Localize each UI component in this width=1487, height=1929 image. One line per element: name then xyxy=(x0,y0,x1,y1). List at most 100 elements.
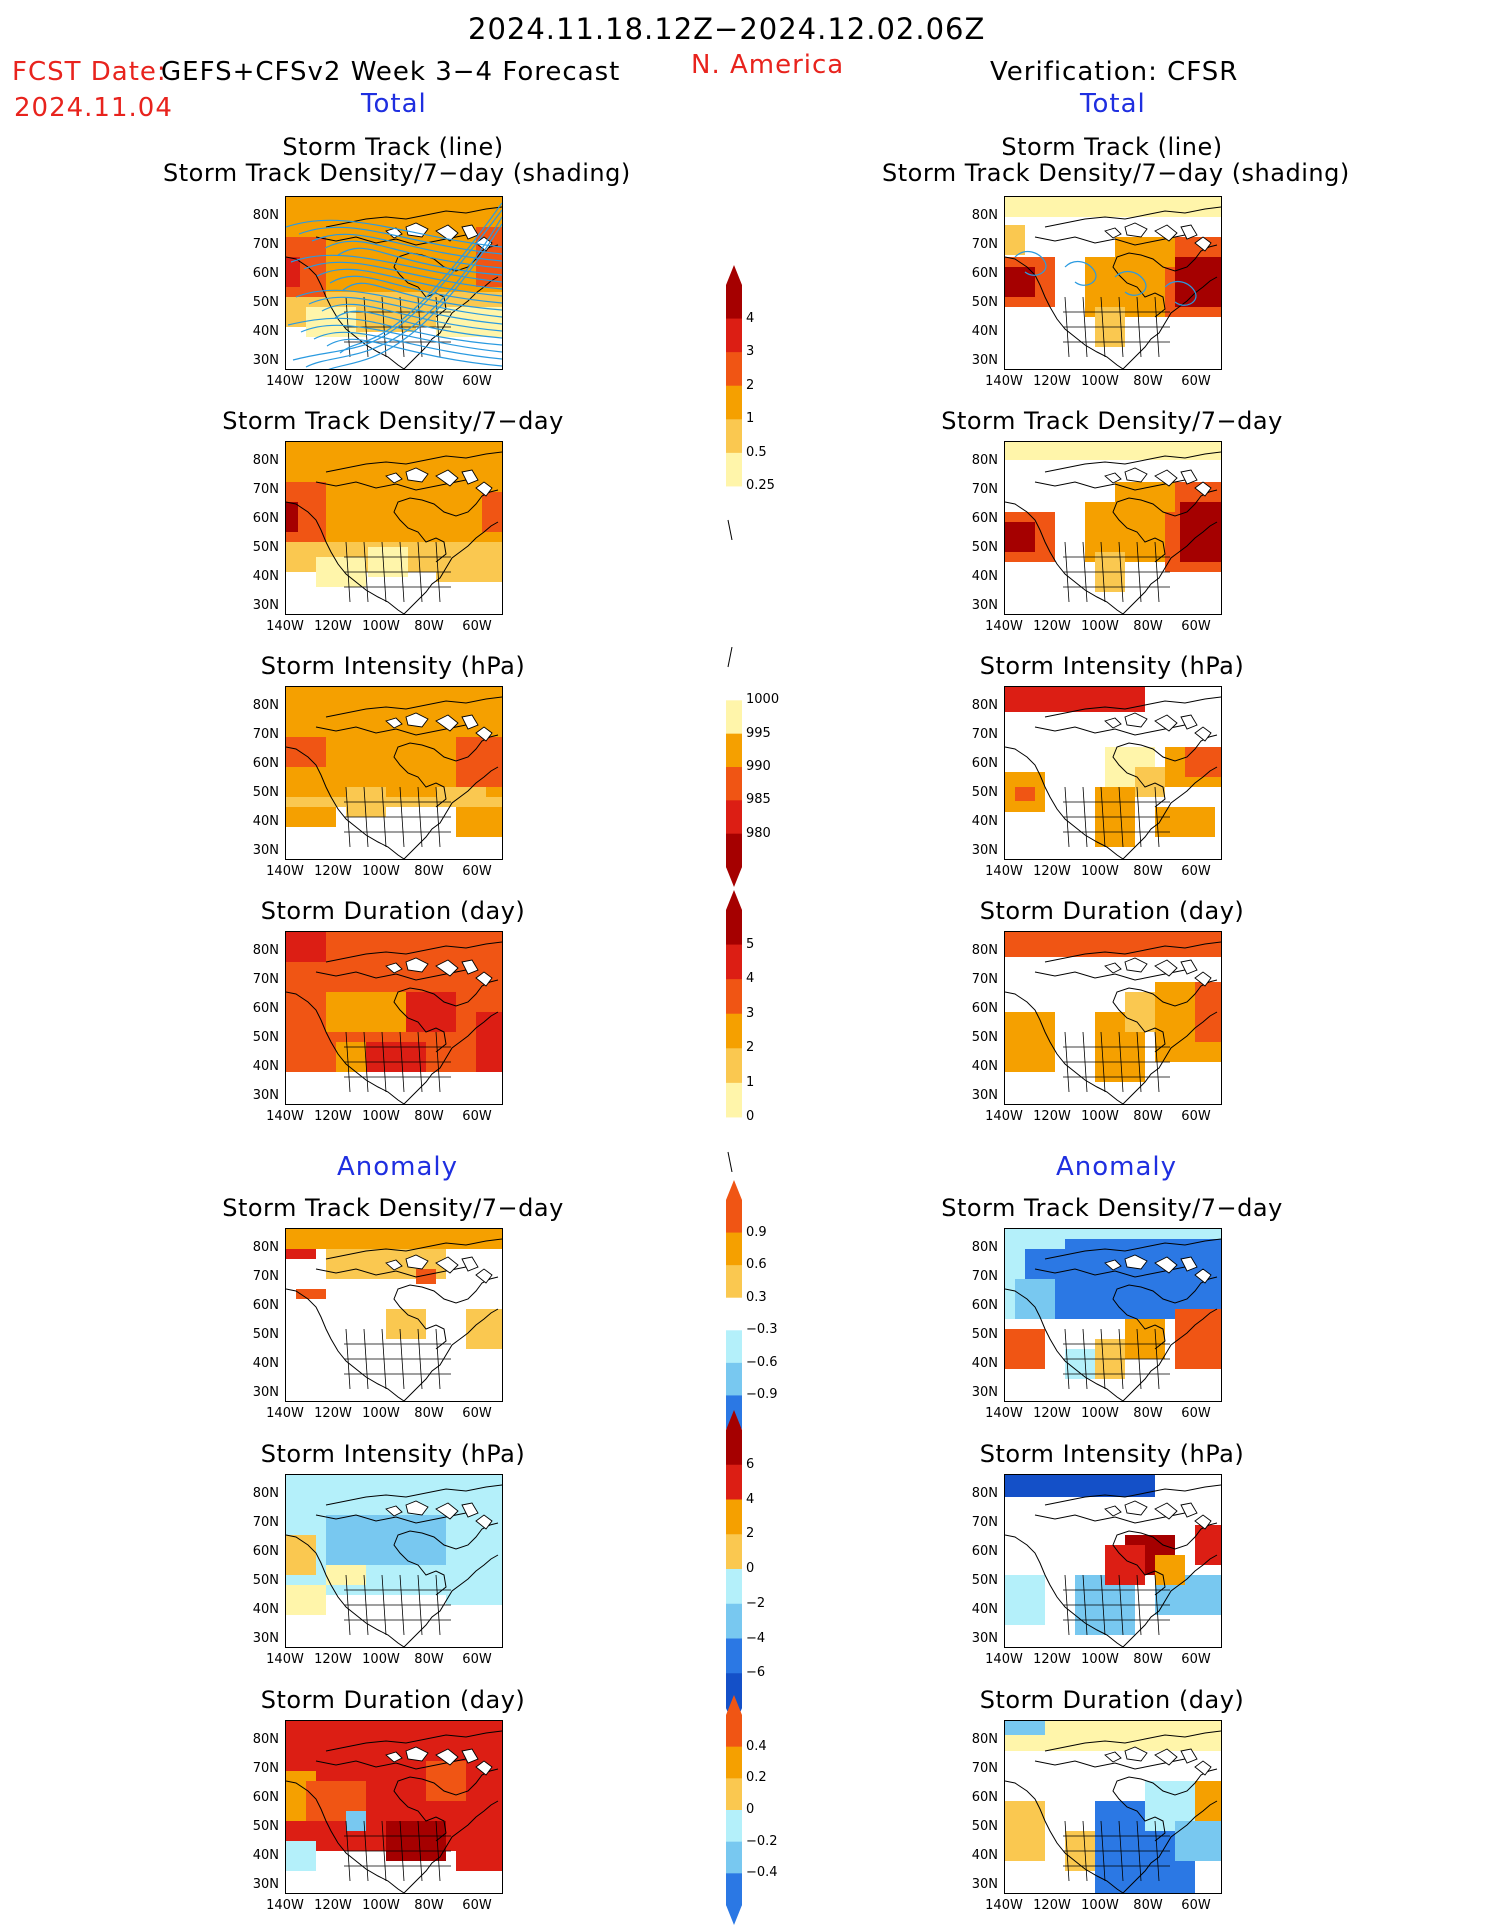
intensity-fc-state-borders xyxy=(344,786,451,848)
density-fc-state-borders xyxy=(344,541,451,603)
colorbar-label: 990 xyxy=(746,759,771,774)
intensity-fc-lon-tick: 140W xyxy=(266,864,304,879)
section-anomaly-right: Anomaly xyxy=(1056,1152,1178,1182)
duration-anom-vr-lat-tick: 40N xyxy=(971,1848,998,1863)
intensity-anom-vr-title: Storm Intensity (hPa) xyxy=(979,1440,1245,1468)
intensity-anom-fc-lon-tick: 140W xyxy=(266,1652,304,1667)
duration-anom-fc-shade-6 xyxy=(456,1841,502,1871)
duration-fc-lon-tick: 100W xyxy=(362,1109,400,1124)
density-vr-shade-6 xyxy=(1180,502,1221,562)
density-anom-fc-state-borders xyxy=(344,1328,451,1390)
colorbar-segment xyxy=(726,800,742,835)
track-fc-track-17 xyxy=(326,338,502,367)
duration-anom-vr-lon-tick: 100W xyxy=(1081,1898,1119,1913)
colorbar-label: 0 xyxy=(746,1561,755,1576)
colorbar-segment xyxy=(726,1362,742,1396)
intensity-vr-shade-6 xyxy=(1185,747,1221,777)
intensity-vr-shade-2 xyxy=(1015,787,1035,801)
duration-anom-vr-lon-tick: 120W xyxy=(1033,1898,1071,1913)
intensity-anom-vr-shade-1 xyxy=(1005,1575,1045,1625)
density-fc-lat-tick: 40N xyxy=(252,569,279,584)
density-fc-lat-tick: 70N xyxy=(252,482,279,497)
duration-fc-islands xyxy=(385,957,493,987)
section-total-left: Total xyxy=(361,89,427,119)
colorbar-segment xyxy=(726,1048,742,1084)
intensity-vr-title: Storm Intensity (hPa) xyxy=(979,652,1245,680)
duration-anom-fc-lat-tick: 50N xyxy=(252,1819,279,1834)
intensity-vr-islands xyxy=(1104,712,1212,742)
duration-fc-shade-3 xyxy=(476,1012,502,1072)
intensity-vr-coastline xyxy=(1005,696,1221,859)
duration-anom-vr-lon-tick: 80W xyxy=(1133,1898,1163,1913)
colorbar-label: 0.2 xyxy=(746,1770,767,1786)
density-vr-islands xyxy=(1104,467,1212,497)
colorbar-label: −0.6 xyxy=(746,1354,778,1370)
duration-vr-lat-tick: 80N xyxy=(971,943,998,958)
colorbar-label: 5 xyxy=(746,936,755,952)
track-vr-lat-tick: 60N xyxy=(971,266,998,281)
colorbar-segment xyxy=(726,1569,742,1605)
colorbar-segment xyxy=(726,1873,742,1906)
intensity-anom-vr-map xyxy=(1004,1474,1222,1648)
density-anom-fc-lat-tick: 40N xyxy=(252,1356,279,1371)
density-vr-title: Storm Track Density/7−day xyxy=(941,407,1283,435)
colorbar-label: 1 xyxy=(746,411,755,427)
duration-vr-lon-tick: 140W xyxy=(985,1109,1023,1124)
track-fc-title: Storm Track (line) xyxy=(282,133,504,161)
density-anom-vr-lat-tick: 60N xyxy=(971,1298,998,1313)
colorbar-segment xyxy=(726,419,742,454)
duration-fc-shade-6 xyxy=(366,1042,426,1072)
density-anom-vr-lat-tick: 30N xyxy=(971,1385,998,1400)
colorbar-label: 0.6 xyxy=(746,1257,767,1273)
duration-anom-fc-coastline xyxy=(286,1730,502,1893)
intensity-anom-vr-lon-tick: 140W xyxy=(985,1652,1023,1667)
colorbar-segment xyxy=(726,733,742,768)
density-anom-vr-shade-7 xyxy=(1125,1319,1165,1359)
density-anom-vr-lat-tick: 40N xyxy=(971,1356,998,1371)
track-vr-lon-tick: 100W xyxy=(1081,374,1119,389)
colorbar-bottom-tail xyxy=(727,1151,733,1173)
colorbar-intensity-anom xyxy=(724,1410,754,1732)
duration-fc-state-borders xyxy=(344,1031,451,1093)
duration-anom-vr-shade-6 xyxy=(1195,1781,1221,1821)
density-vr-shade-2 xyxy=(1005,522,1035,552)
colorbar-segment xyxy=(726,1778,742,1811)
colorbar-segment xyxy=(726,1603,742,1639)
intensity-fc-islands xyxy=(385,712,493,742)
track-fc-track-6 xyxy=(303,261,502,290)
track-vr-lon-tick: 80W xyxy=(1133,374,1163,389)
duration-fc-lat-tick: 70N xyxy=(252,972,279,987)
density-vr-lon-tick: 60W xyxy=(1181,619,1211,634)
duration-vr-shade-1 xyxy=(1005,1012,1055,1072)
intensity-anom-fc-shade-5 xyxy=(286,1585,326,1615)
track-vr-lon-tick: 120W xyxy=(1033,374,1071,389)
track-fc-lat-tick: 50N xyxy=(252,295,279,310)
intensity-anom-vr-lat-tick: 60N xyxy=(971,1544,998,1559)
colorbar-segment xyxy=(726,1013,742,1049)
colorbar-segment xyxy=(726,1082,742,1118)
duration-anom-fc-lon-tick: 100W xyxy=(362,1898,400,1913)
colorbar-segment xyxy=(726,1673,742,1709)
duration-anom-fc-lon-tick: 140W xyxy=(266,1898,304,1913)
colorbar-top-arrow xyxy=(726,890,742,910)
colorbar-segment xyxy=(726,352,742,387)
colorbar-segment xyxy=(726,1200,742,1234)
density-anom-vr-lon-tick: 120W xyxy=(1033,1406,1071,1421)
colorbar-segment xyxy=(726,1265,742,1299)
track-fc-lat-tick: 40N xyxy=(252,324,279,339)
track-fc-track-3 xyxy=(324,240,502,269)
intensity-anom-vr-lon-tick: 60W xyxy=(1181,1652,1211,1667)
intensity-fc-lat-tick: 50N xyxy=(252,785,279,800)
colorbar-bottom-tail xyxy=(727,519,733,541)
duration-fc-lon-tick: 80W xyxy=(414,1109,444,1124)
colorbar-label: 3 xyxy=(746,344,755,360)
density-vr-lon-tick: 120W xyxy=(1033,619,1071,634)
colorbar-segment xyxy=(726,1117,742,1153)
intensity-anom-vr-coastline xyxy=(1005,1484,1221,1647)
density-fc-coastline xyxy=(286,451,502,614)
track-fc-lon-tick: 80W xyxy=(414,374,444,389)
duration-fc-shade-2 xyxy=(406,992,456,1032)
intensity-fc-lat-tick: 60N xyxy=(252,756,279,771)
intensity-anom-fc-map xyxy=(285,1474,503,1648)
intensity-vr-state-borders xyxy=(1063,786,1170,848)
